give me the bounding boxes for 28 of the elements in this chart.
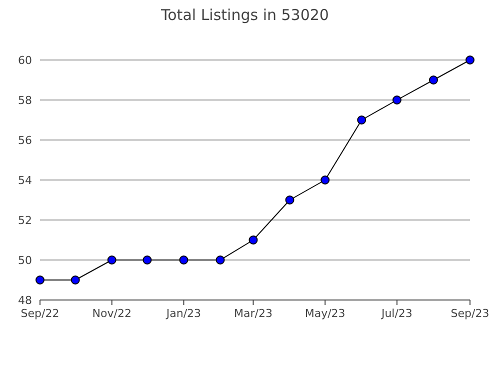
y-tick-label: 48: [18, 294, 32, 307]
x-tick-label: Sep/23: [450, 307, 490, 320]
x-tick-label: Nov/22: [92, 307, 132, 320]
point: [466, 56, 474, 64]
point: [142, 256, 152, 264]
y-tick-label: 50: [18, 254, 32, 267]
x-tick-label: May/23: [304, 307, 346, 320]
y-tick-label: 54: [18, 174, 32, 187]
point: [248, 236, 258, 244]
y-tick-label: 60: [18, 54, 32, 67]
point: [70, 276, 80, 284]
point: [107, 256, 116, 264]
x-tick-label: Mar/23: [234, 307, 272, 320]
y-tick-label: 52: [18, 214, 32, 227]
point: [392, 96, 402, 104]
chart-title: Total Listings in 53020: [160, 6, 329, 24]
point: [320, 176, 330, 184]
point: [179, 256, 188, 264]
y-tick-label: 56: [18, 134, 32, 147]
point: [285, 196, 294, 204]
point: [216, 256, 225, 264]
x-tick-label: Jul/23: [380, 307, 412, 320]
x-tick-label: Jan/23: [165, 307, 202, 320]
point: [36, 276, 44, 284]
point: [357, 116, 366, 124]
x-tick-label: Sep/22: [20, 307, 60, 320]
point: [428, 76, 438, 84]
y-tick-label: 58: [18, 94, 32, 107]
